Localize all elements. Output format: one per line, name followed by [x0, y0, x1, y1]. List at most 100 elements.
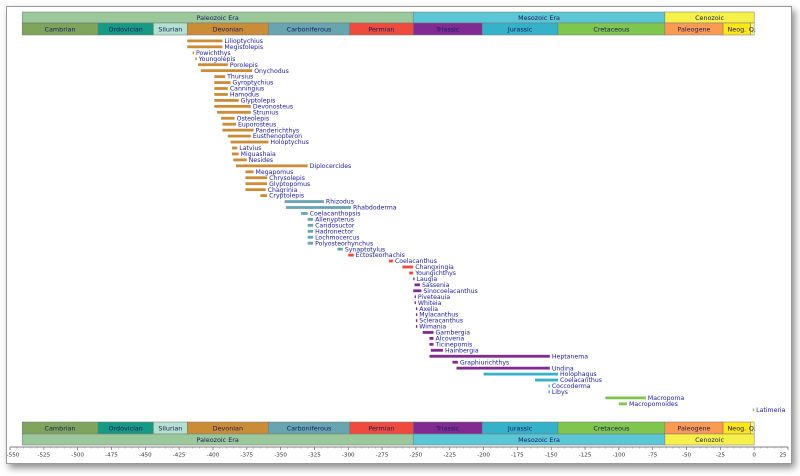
period-bottom-label-carboniferous: Carboniferous — [287, 424, 332, 432]
period-bottom-label-jurassic: Jurassic — [507, 424, 533, 432]
period-bottom-label-silurian: Silurian — [158, 424, 182, 432]
taxon-bar-panderichthys — [222, 128, 254, 132]
taxon-label-youngichthys: Youngichthys — [414, 270, 456, 277]
taxon-bar-miguashaia — [231, 152, 239, 156]
x-tick-label: -425 — [173, 453, 186, 459]
taxon-label-strunius: Strunius — [253, 109, 279, 116]
taxon-label-miguashaia: Miguashaia — [241, 151, 276, 158]
taxon-bar-sinocoelacanthus — [413, 289, 422, 293]
taxon-bar-ticinepomis — [429, 342, 434, 346]
x-tick-label: -200 — [477, 453, 490, 459]
taxon-label-panderichthys: Panderichthys — [256, 127, 300, 134]
taxon-bar-ectosteorhachis — [348, 253, 354, 257]
taxon-bar-sassenia — [414, 283, 420, 287]
period-top-label-paleogene: Paleogene — [677, 25, 710, 33]
taxon-label-euporosteus: Euporosteus — [238, 121, 276, 128]
taxon-bar-youngolepis — [195, 57, 197, 61]
taxon-label-scleracanthus: Scleracanthus — [419, 318, 463, 325]
x-tick-label: -550 — [7, 453, 20, 459]
period-top-label-triassic: Triassic — [435, 25, 460, 33]
taxon-bar-porolepis — [198, 63, 228, 67]
taxon-label-holoptychus: Holoptychus — [270, 139, 308, 146]
period-top-label-carboniferous: Carboniferous — [287, 25, 332, 33]
period-bottom-label-neog: Neog. — [727, 424, 746, 432]
taxon-bar-hainbergia — [430, 348, 443, 352]
taxon-bar-graphiurichthys — [452, 360, 458, 364]
period-top-label-silurian: Silurian — [158, 25, 182, 33]
taxon-bar-lochmocercus — [307, 235, 314, 239]
taxon-label-alcoveria: Alcoveria — [436, 336, 465, 343]
top-time-bands: Paleozoic Era Mesozoic Era Cenozoic Cambria… — [21, 11, 756, 36]
taxon-bar-megistolepis — [187, 45, 223, 49]
taxon-bar-whiteia — [414, 301, 416, 305]
taxon-label-porolepis: Porolepis — [230, 62, 258, 69]
period-bottom-label-triassic: Triassic — [435, 424, 460, 432]
taxon-label-rhizodus: Rhizodus — [326, 199, 354, 206]
taxon-bar-chagrinia — [245, 188, 266, 192]
taxon-label-rhabdoderma: Rhabdoderma — [353, 205, 397, 212]
x-tick-label: -300 — [342, 453, 355, 459]
period-bottom-label-permian: Permian — [368, 424, 394, 432]
taxon-bar-undina — [456, 366, 550, 370]
bottom-time-bands: Cambrian Ordovician Silurian Devonian Carbon… — [21, 421, 756, 446]
taxon-bar-piveteauia — [414, 295, 416, 299]
x-tick-label: -125 — [579, 453, 592, 459]
taxon-bar-caridosuctor — [307, 223, 314, 227]
x-tick-label: -150 — [545, 453, 558, 459]
taxon-bar-coelacanthopsis — [300, 212, 308, 215]
taxon-label-macropoma: Macropoma — [648, 395, 684, 402]
x-tick-label: -325 — [308, 453, 321, 459]
taxon-bar-rhizodus — [284, 200, 324, 203]
period-top-label-q: Q. — [749, 25, 756, 33]
period-top-label-ordovician: Ordovician — [109, 25, 143, 33]
taxon-label-holophagus: Holophagus — [560, 371, 597, 378]
taxon-bar-alcoveria — [429, 337, 434, 340]
x-tick-label: -50 — [682, 453, 692, 459]
taxon-label-diplocercides: Diplocercides — [310, 163, 352, 170]
taxon-label-glyptolepis: Glyptolepis — [241, 98, 276, 105]
period-top-label-cambrian: Cambrian — [45, 25, 76, 33]
period-bottom-label-cretaceous: Cretaceous — [593, 424, 630, 432]
taxon-label-coccoderma: Coccoderma — [552, 383, 591, 390]
taxon-bar-wimania — [415, 325, 418, 328]
taxon-label-coelacanthopsis: Coelacanthopsis — [310, 211, 361, 218]
taxon-label-osteolepis: Osteolepis — [237, 115, 270, 122]
taxon-label-hamodus: Hamodus — [230, 92, 259, 99]
taxon-bar-lilioptychius — [187, 39, 223, 43]
taxon-label-glyptopomus: Glyptopomus — [269, 181, 310, 188]
period-bottom-label-ordovician: Ordovician — [109, 424, 143, 432]
taxon-bar-youngichthys — [409, 271, 414, 275]
taxon-label-graphiurichthys: Graphiurichthys — [460, 359, 509, 366]
taxon-bar-osteolepis — [221, 116, 235, 120]
period-bottom-label-cambrian: Cambrian — [45, 424, 76, 432]
taxon-bar-holoptychus — [230, 140, 269, 144]
taxon-bar-libys — [548, 390, 550, 394]
taxon-bar-canningius — [214, 87, 228, 90]
x-tick-label: -225 — [443, 453, 456, 459]
taxon-label-changxingia: Changxingia — [415, 264, 454, 271]
period-top-label-neog: Neog. — [727, 25, 746, 33]
period-bottom-label-devonian: Devonian — [213, 424, 243, 432]
taxon-bar-latvius — [231, 146, 238, 150]
era-bottom-label-mesozoic-era: Mesozoic Era — [518, 436, 560, 444]
taxon-label-thursius: Thursius — [226, 74, 253, 81]
taxon-label-nesides: Nesides — [249, 157, 273, 164]
taxon-label-gyroptychius: Gyroptychius — [233, 80, 274, 87]
taxon-bar-latimeria — [752, 408, 755, 412]
taxon-bar-polyosteorhynchus — [307, 241, 314, 245]
taxon-bar-heptanema — [429, 354, 550, 358]
taxon-bar-devonosteus — [214, 104, 251, 108]
taxon-bar-coelacanthus — [534, 378, 558, 382]
taxon-label-caridosuctor: Caridosuctor — [315, 222, 355, 229]
taxon-bar-changxingia — [402, 265, 414, 269]
taxon-label-undina: Undina — [552, 365, 574, 372]
taxon-label-axelia: Axelia — [419, 306, 438, 313]
taxon-bar-synaptotylus — [337, 247, 343, 251]
taxon-bar-glyptopomus — [245, 182, 268, 186]
x-tick-label: -450 — [139, 453, 152, 459]
taxon-label-cryptolepis: Cryptolepis — [269, 193, 304, 200]
period-top-label-jurassic: Jurassic — [507, 25, 533, 33]
x-tick-label: -25 — [716, 453, 726, 459]
era-top-label-paleozoic-era: Paleozoic Era — [197, 14, 239, 22]
taxon-label-latimeria: Latimeria — [756, 407, 785, 414]
